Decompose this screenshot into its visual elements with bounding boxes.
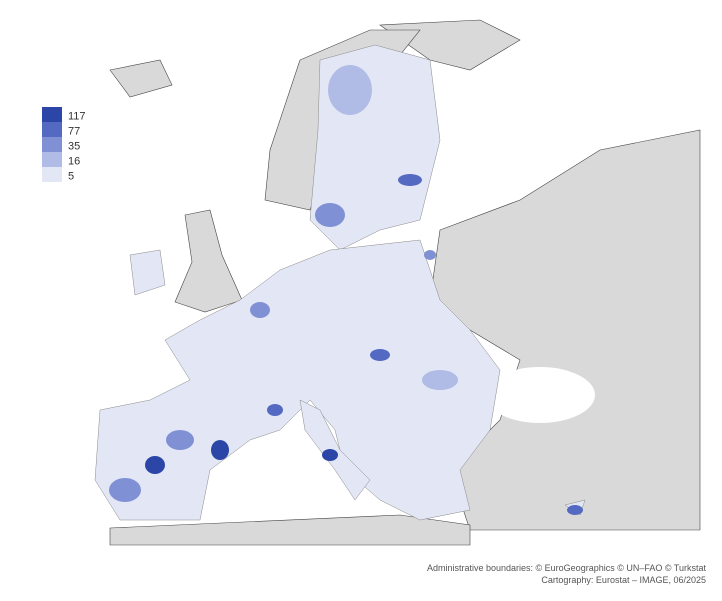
region bbox=[250, 302, 270, 318]
region bbox=[315, 203, 345, 227]
region bbox=[328, 65, 372, 115]
ireland bbox=[129, 249, 166, 296]
legend-label: 5 bbox=[68, 170, 74, 182]
credit: Cartography: Eurostat – IMAGE, 06/2025 bbox=[541, 575, 706, 585]
iceland bbox=[109, 59, 173, 98]
legend-swatch bbox=[42, 137, 62, 152]
basemap bbox=[94, 19, 701, 546]
region bbox=[370, 349, 390, 361]
legend-label: 16 bbox=[68, 155, 80, 167]
region bbox=[424, 250, 436, 260]
land-east bbox=[429, 129, 701, 531]
legend: 117 77 35 16 5 bbox=[42, 107, 86, 182]
uk bbox=[174, 209, 243, 313]
black-sea bbox=[485, 367, 595, 423]
legend-swatch bbox=[42, 167, 62, 182]
legend-swatch bbox=[42, 107, 62, 122]
region bbox=[567, 505, 583, 515]
region bbox=[166, 430, 194, 450]
region bbox=[422, 370, 458, 390]
region bbox=[398, 174, 422, 186]
continent bbox=[94, 239, 501, 521]
region bbox=[211, 440, 229, 460]
legend-label: 77 bbox=[68, 125, 80, 137]
legend-swatch bbox=[42, 122, 62, 137]
region bbox=[145, 456, 165, 474]
italy bbox=[299, 399, 371, 501]
region bbox=[109, 478, 141, 502]
region bbox=[267, 404, 283, 416]
region-highlights bbox=[109, 65, 583, 515]
region bbox=[322, 449, 338, 461]
legend-label: 117 bbox=[68, 110, 86, 122]
legend-label: 35 bbox=[68, 140, 80, 152]
africa bbox=[109, 514, 471, 546]
credit: Administrative boundaries: © EuroGeograp… bbox=[427, 563, 707, 573]
legend-swatch bbox=[42, 152, 62, 167]
